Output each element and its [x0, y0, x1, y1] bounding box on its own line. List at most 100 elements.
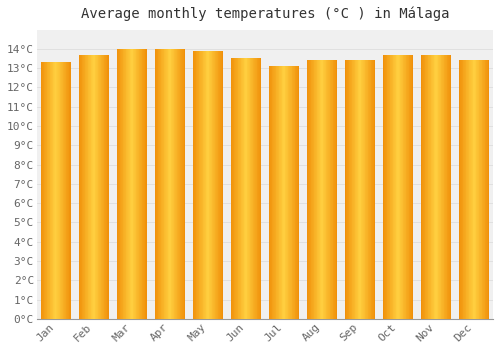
Bar — [357, 61, 358, 319]
Bar — [195, 51, 196, 319]
Bar — [312, 61, 313, 319]
Bar — [404, 55, 405, 319]
Bar — [104, 55, 105, 319]
Bar — [158, 49, 159, 319]
Bar — [421, 55, 422, 319]
Bar — [100, 55, 102, 319]
Bar — [56, 62, 58, 319]
Bar — [284, 66, 286, 319]
Bar — [394, 55, 395, 319]
Bar — [347, 61, 348, 319]
Bar — [207, 51, 208, 319]
Bar — [201, 51, 202, 319]
Bar — [221, 51, 222, 319]
Bar — [258, 58, 259, 319]
Bar — [192, 51, 194, 319]
Bar — [157, 49, 158, 319]
Bar — [66, 62, 67, 319]
Bar — [163, 49, 164, 319]
Bar — [424, 55, 426, 319]
Bar — [132, 49, 134, 319]
Bar — [374, 61, 375, 319]
Bar — [99, 55, 100, 319]
Bar — [42, 62, 43, 319]
Bar — [313, 61, 314, 319]
Bar — [360, 61, 362, 319]
Bar — [256, 58, 258, 319]
Bar — [439, 55, 440, 319]
Bar — [400, 55, 401, 319]
Bar — [182, 49, 184, 319]
Bar — [372, 61, 373, 319]
Bar — [206, 51, 207, 319]
Bar — [204, 51, 205, 319]
Bar — [83, 55, 84, 319]
Bar — [218, 51, 220, 319]
Bar — [127, 49, 128, 319]
Bar — [331, 61, 332, 319]
Bar — [476, 61, 477, 319]
Bar — [210, 51, 211, 319]
Bar — [55, 62, 56, 319]
Bar — [184, 49, 185, 319]
Bar — [449, 55, 450, 319]
Bar — [446, 55, 448, 319]
Bar — [220, 51, 221, 319]
Bar — [408, 55, 410, 319]
Bar — [244, 58, 245, 319]
Bar — [384, 55, 385, 319]
Bar — [248, 58, 249, 319]
Bar — [484, 61, 486, 319]
Bar — [275, 66, 276, 319]
Bar — [396, 55, 397, 319]
Bar — [289, 66, 290, 319]
Bar — [443, 55, 444, 319]
Bar — [48, 62, 49, 319]
Bar — [124, 49, 125, 319]
Bar — [427, 55, 428, 319]
Bar — [283, 66, 284, 319]
Bar — [354, 61, 356, 319]
Bar — [260, 58, 261, 319]
Bar — [143, 49, 144, 319]
Bar — [288, 66, 289, 319]
Bar — [309, 61, 310, 319]
Bar — [488, 61, 490, 319]
Bar — [429, 55, 430, 319]
Bar — [82, 55, 83, 319]
Bar — [170, 49, 172, 319]
Bar — [245, 58, 246, 319]
Bar — [58, 62, 59, 319]
Bar — [216, 51, 217, 319]
Bar — [322, 61, 324, 319]
Bar — [94, 55, 96, 319]
Bar — [483, 61, 484, 319]
Bar — [363, 61, 364, 319]
Bar — [194, 51, 195, 319]
Bar — [181, 49, 182, 319]
Bar — [332, 61, 334, 319]
Bar — [222, 51, 223, 319]
Bar — [385, 55, 386, 319]
Bar — [445, 55, 446, 319]
Bar — [474, 61, 475, 319]
Bar — [315, 61, 316, 319]
Bar — [130, 49, 131, 319]
Bar — [173, 49, 174, 319]
Bar — [480, 61, 481, 319]
Bar — [402, 55, 404, 319]
Bar — [373, 61, 374, 319]
Bar — [168, 49, 169, 319]
Bar — [166, 49, 167, 319]
Bar — [121, 49, 122, 319]
Bar — [478, 61, 480, 319]
Bar — [50, 62, 51, 319]
Bar — [120, 49, 121, 319]
Bar — [362, 61, 363, 319]
Bar — [80, 55, 81, 319]
Bar — [45, 62, 46, 319]
Bar — [367, 61, 368, 319]
Bar — [310, 61, 312, 319]
Bar — [316, 61, 318, 319]
Bar — [487, 61, 488, 319]
